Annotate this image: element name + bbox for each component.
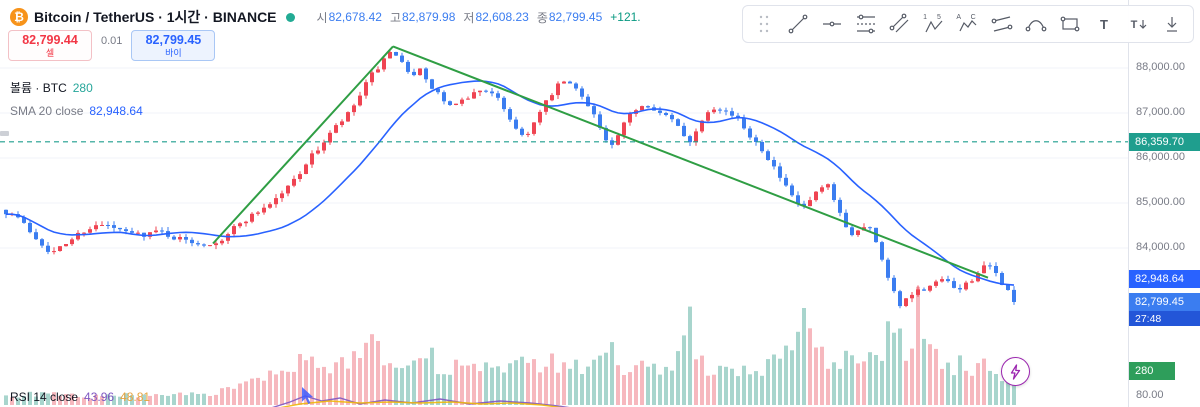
candles	[4, 49, 1016, 309]
mouse-cursor	[299, 386, 317, 407]
rsi-indicator-legend[interactable]: RSI 14 close 43.96 48.81	[10, 390, 150, 404]
last-price-badge: 82,799.45 27:48	[1129, 293, 1200, 327]
elliott-wave-tool-icon[interactable]: A C	[952, 9, 984, 39]
sma-indicator-legend[interactable]: SMA 20 close 82,948.64	[10, 104, 143, 118]
disjoint-channel-tool-icon[interactable]	[986, 9, 1018, 39]
ohlc-values: 시 82,678.42 고 82,879.98 저 82,608.23 종 82…	[317, 9, 641, 26]
last-price-value: 82,799.45	[1129, 293, 1200, 312]
low-value: 82,608.23	[475, 10, 529, 24]
lightning-icon	[1010, 363, 1021, 380]
xabcd-pattern-tool-icon[interactable]: 1 5	[918, 9, 950, 39]
bar-countdown: 27:48	[1129, 311, 1200, 327]
symbol-header: ₿ Bitcoin / TetherUS · 1시간 · BINANCE 시 8…	[10, 7, 641, 27]
rsi-ma-value: 48.81	[120, 390, 151, 404]
axis-tick: 86,000.00	[1136, 151, 1185, 163]
close-label: 종	[536, 10, 548, 25]
sma-value: 82,948.64	[89, 104, 143, 118]
buy-price: 82,799.45	[145, 33, 202, 48]
volume-badge: 280	[1129, 362, 1175, 380]
buy-button[interactable]: 82,799.45 바이	[131, 30, 216, 61]
symbol-title[interactable]: Bitcoin / TetherUS · 1시간 · BINANCE	[34, 9, 277, 25]
change-value: +121.	[610, 10, 641, 24]
drawing-toolbar: 1 5 A C T	[742, 5, 1194, 43]
high-value: 82,879.98	[402, 10, 456, 24]
fib-retracement-tool-icon[interactable]	[850, 9, 882, 39]
volume-indicator-legend[interactable]: 볼륨 · BTC 280	[10, 79, 93, 96]
axis-tick: 87,000.00	[1136, 106, 1185, 118]
anchored-text-tool-icon[interactable]: T	[1122, 9, 1154, 39]
parallel-channel-tool-icon[interactable]	[884, 9, 916, 39]
sma-line	[6, 80, 1015, 286]
volume-bars	[4, 286, 1016, 405]
sma-label: SMA 20 close	[10, 104, 84, 118]
volume-label: 볼륨 · BTC	[10, 81, 67, 95]
collapse-toolbar-button[interactable]	[1156, 9, 1188, 39]
trade-widget: 82,799.44 셀 0.01 82,799.45 바이	[8, 30, 216, 61]
axis-tick: 84,000.00	[1136, 241, 1185, 253]
low-label: 저	[463, 10, 475, 25]
trend-line-tool-icon[interactable]	[782, 9, 814, 39]
axis-tick: 85,000.00	[1136, 196, 1185, 208]
high-label: 고	[389, 10, 401, 25]
spread-value: 0.01	[101, 35, 123, 47]
toolbar-drag-handle[interactable]	[748, 9, 780, 39]
chart-canvas[interactable]	[0, 0, 1128, 407]
rsi-value: 43.96	[84, 390, 115, 404]
rsi-line-ma	[280, 400, 563, 407]
curve-tool-icon[interactable]	[1020, 9, 1052, 39]
svg-text:T: T	[1100, 17, 1108, 32]
rectangle-tool-icon[interactable]	[1054, 9, 1086, 39]
horizontal-line-tool-icon[interactable]	[816, 9, 848, 39]
drawing-anchor	[0, 131, 9, 136]
rsi-label: RSI 14 close	[10, 390, 79, 404]
quick-trade-button[interactable]	[1001, 357, 1030, 386]
volume-value: 280	[72, 80, 93, 95]
svg-text:1 5: 1 5	[923, 14, 945, 21]
trend-line	[392, 45, 989, 279]
sell-label: 셀	[45, 47, 55, 58]
trend-line	[212, 45, 394, 245]
close-value: 82,799.45	[548, 10, 603, 24]
rsi-axis-tick: 80.00	[1136, 389, 1164, 401]
buy-label: 바이	[165, 47, 182, 58]
open-value: 82,678.42	[328, 10, 382, 24]
price-axis[interactable]: 86,359.70 82,948.64 82,799.45 27:48 280 …	[1128, 0, 1200, 407]
sell-button[interactable]: 82,799.44 셀	[8, 30, 92, 61]
svg-text:T: T	[1131, 19, 1138, 31]
open-label: 시	[316, 10, 328, 25]
sma-price-badge: 82,948.64	[1129, 270, 1200, 289]
bitcoin-icon: ₿	[10, 8, 28, 26]
market-status-dot[interactable]	[285, 12, 295, 22]
svg-text:A C: A C	[956, 14, 979, 21]
level-price-badge: 86,359.70	[1129, 132, 1200, 151]
axis-tick: 88,000.00	[1136, 61, 1185, 73]
text-tool-icon[interactable]: T	[1088, 9, 1120, 39]
sell-price: 82,799.44	[22, 33, 78, 48]
